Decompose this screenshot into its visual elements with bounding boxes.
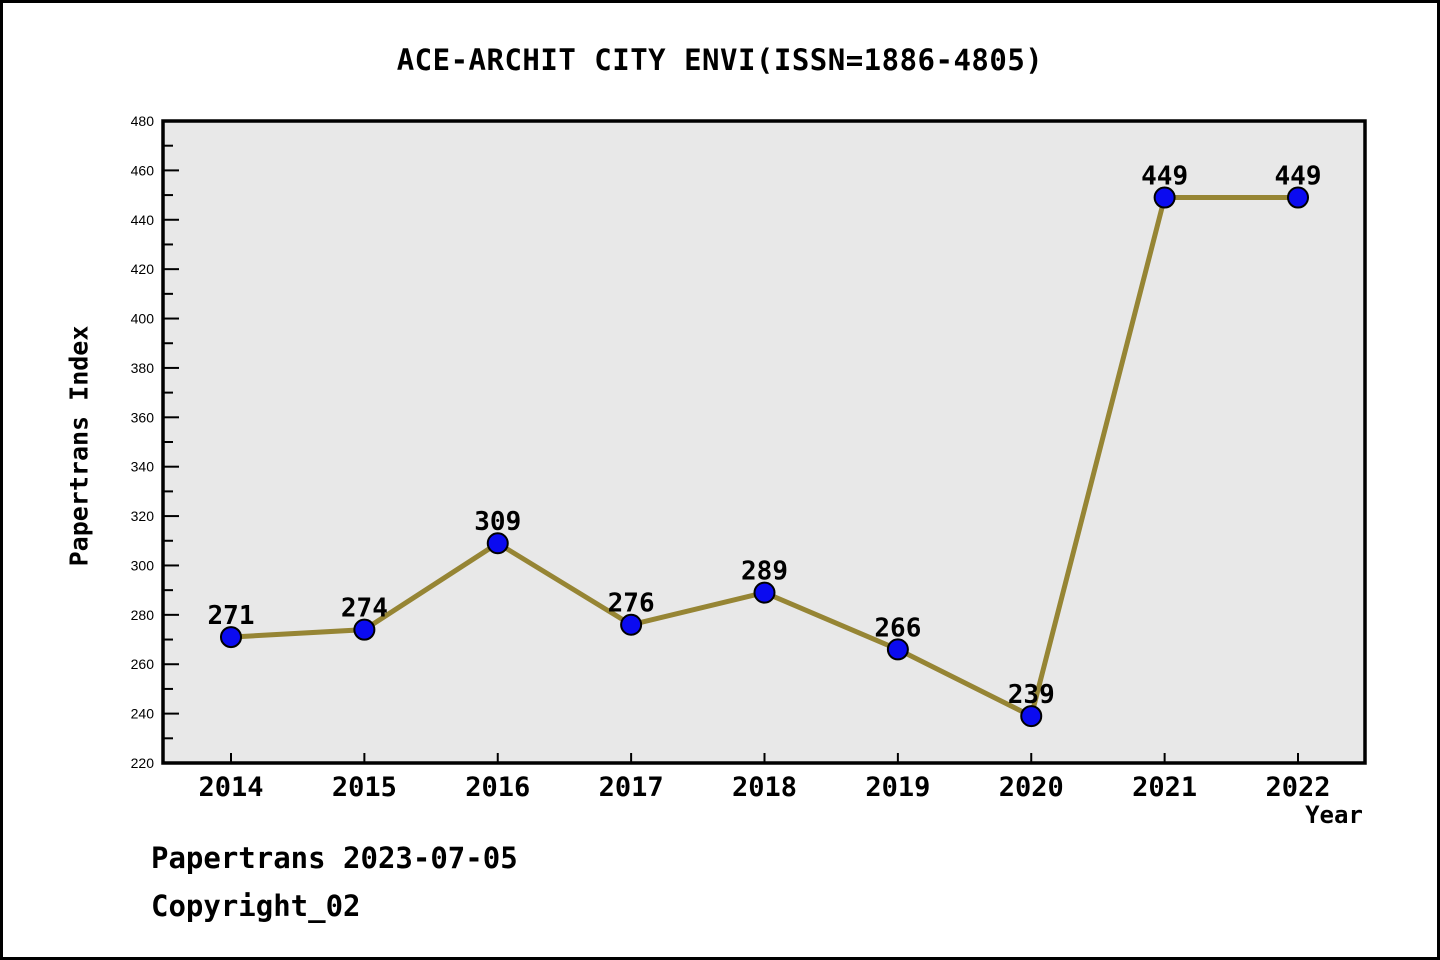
axes-spines (161, 119, 1367, 765)
data-point-label: 449 (1141, 162, 1188, 192)
data-point-marker (1153, 186, 1176, 209)
data-point-label: 309 (474, 507, 521, 537)
plot-background (163, 121, 1365, 763)
x-tick-label: 2021 (1132, 772, 1197, 803)
data-point-marker (1287, 186, 1309, 209)
x-tick-label: 2017 (599, 772, 664, 803)
y-tick-label: 220 (131, 755, 155, 771)
x-tick-label: 2016 (465, 772, 530, 803)
x-tick-label: 2019 (865, 772, 930, 803)
data-point-label: 271 (208, 601, 255, 631)
line-chart-plot: 220 240 260 280 300 320 340 360 380 400 420 440 460 4… (131, 113, 1367, 803)
data-point-label: 239 (1008, 680, 1055, 710)
data-point-marker (753, 581, 776, 604)
x-tick-label: 2015 (332, 772, 397, 803)
data-point-marker (1020, 705, 1043, 728)
data-point-marker (620, 613, 643, 636)
y-tick-label: 460 (131, 162, 155, 178)
data-point-label: 266 (874, 613, 921, 643)
chart-title: ACE-ARCHIT CITY ENVI(ISSN=1886-4805) (396, 43, 1044, 77)
y-tick-label: 280 (131, 607, 155, 623)
x-axis-label: Year (1305, 801, 1363, 829)
data-point-label: 289 (741, 557, 788, 587)
data-point-label: 276 (608, 589, 655, 619)
data-point-marker (486, 532, 509, 555)
y-tick-label: 320 (131, 508, 155, 524)
footer-source-date: Papertrans 2023-07-05 (151, 841, 518, 875)
y-tick-label: 260 (131, 656, 155, 672)
y-tick-label: 300 (131, 557, 155, 573)
data-point-marker (220, 626, 242, 649)
data-point-label: 274 (341, 594, 388, 624)
y-tick-label: 240 (131, 706, 155, 722)
data-point-label: 449 (1275, 162, 1322, 192)
data-point-marker (353, 618, 376, 641)
y-tick-label: 380 (131, 360, 155, 376)
footer-copyright: Copyright_02 (151, 889, 361, 923)
y-tick-label: 420 (131, 261, 155, 277)
y-tick-label: 440 (131, 212, 155, 228)
y-tick-label: 340 (131, 459, 155, 475)
y-tick-label: 400 (131, 311, 155, 327)
x-tick-label: 2014 (198, 772, 263, 803)
y-tick-label: 480 (131, 113, 155, 129)
x-tick-label: 2022 (1265, 772, 1330, 803)
x-tick-label: 2020 (999, 772, 1064, 803)
data-point-marker (886, 638, 909, 661)
x-tick-label: 2018 (732, 772, 797, 803)
y-tick-label: 360 (131, 409, 155, 425)
